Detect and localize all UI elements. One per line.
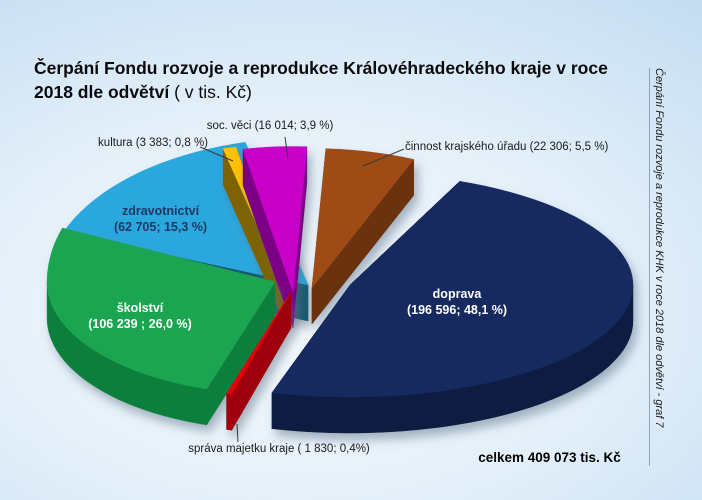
- slice--innost-krajsk-ho-adu: [311, 148, 415, 325]
- slice-label-zdravotnictvi-value: (62 705; 15,3 %): [113, 220, 208, 235]
- side-note-text: Čerpání Fondu rozvoje a reprodukce KHK v…: [653, 68, 665, 428]
- slice-label-skolstvi-name: školství: [116, 301, 164, 315]
- slice-label-skolstvi-value: (106 239 ; 26,0 %): [88, 317, 192, 332]
- slice-label-skolstvi: školství (106 239 ; 26,0 %): [55, 300, 225, 333]
- slice-soc-v-ci: [242, 146, 308, 329]
- slice-doprava: [271, 180, 634, 434]
- slice-label-doprava-name: doprava: [432, 287, 482, 301]
- side-note: Čerpání Fondu rozvoje a reprodukce KHK v…: [649, 68, 665, 466]
- page-title-main: Čerpání Fondu rozvoje a reprodukce Králo…: [34, 58, 608, 103]
- callout-sprava-majetku-kraje: správa majetku kraje ( 1 830; 0,4%): [188, 443, 370, 455]
- leader-line-cinnost: [362, 148, 405, 167]
- slice-label-doprava-value: (196 596; 48,1 %): [406, 303, 508, 318]
- page-title-unit: ( v tis. Kč): [169, 82, 252, 103]
- callout-cinnost-krajskeho-uradu: činnost krajského úřadu (22 306; 5,5 %): [405, 141, 609, 153]
- slice-label-doprava: doprava (196 596; 48,1 %): [372, 286, 542, 319]
- slice-spr-va-majetku-kraje: [226, 291, 292, 432]
- leader-line-sprava: [236, 423, 239, 443]
- leader-line-soc-veci: [284, 136, 289, 160]
- leader-line-kultura: [199, 146, 234, 162]
- slice-label-zdravotnictvi: zdravotnictví (62 705; 15,3 %): [78, 203, 243, 236]
- callout-kultura: kultura (3 383; 0,8 %): [98, 137, 208, 149]
- page-title: Čerpání Fondu rozvoje a reprodukce Králo…: [34, 56, 626, 104]
- callout-soc-veci: soc. věci (16 014; 3,9 %): [206, 120, 334, 132]
- leader-lines: [199, 136, 405, 443]
- slice-label-zdravotnictvi-name: zdravotnictví: [121, 204, 200, 218]
- pie-slices: [46, 142, 634, 434]
- total-label: celkem 409 073 tis. Kč: [478, 450, 621, 465]
- slice--kolstv-: [46, 227, 276, 426]
